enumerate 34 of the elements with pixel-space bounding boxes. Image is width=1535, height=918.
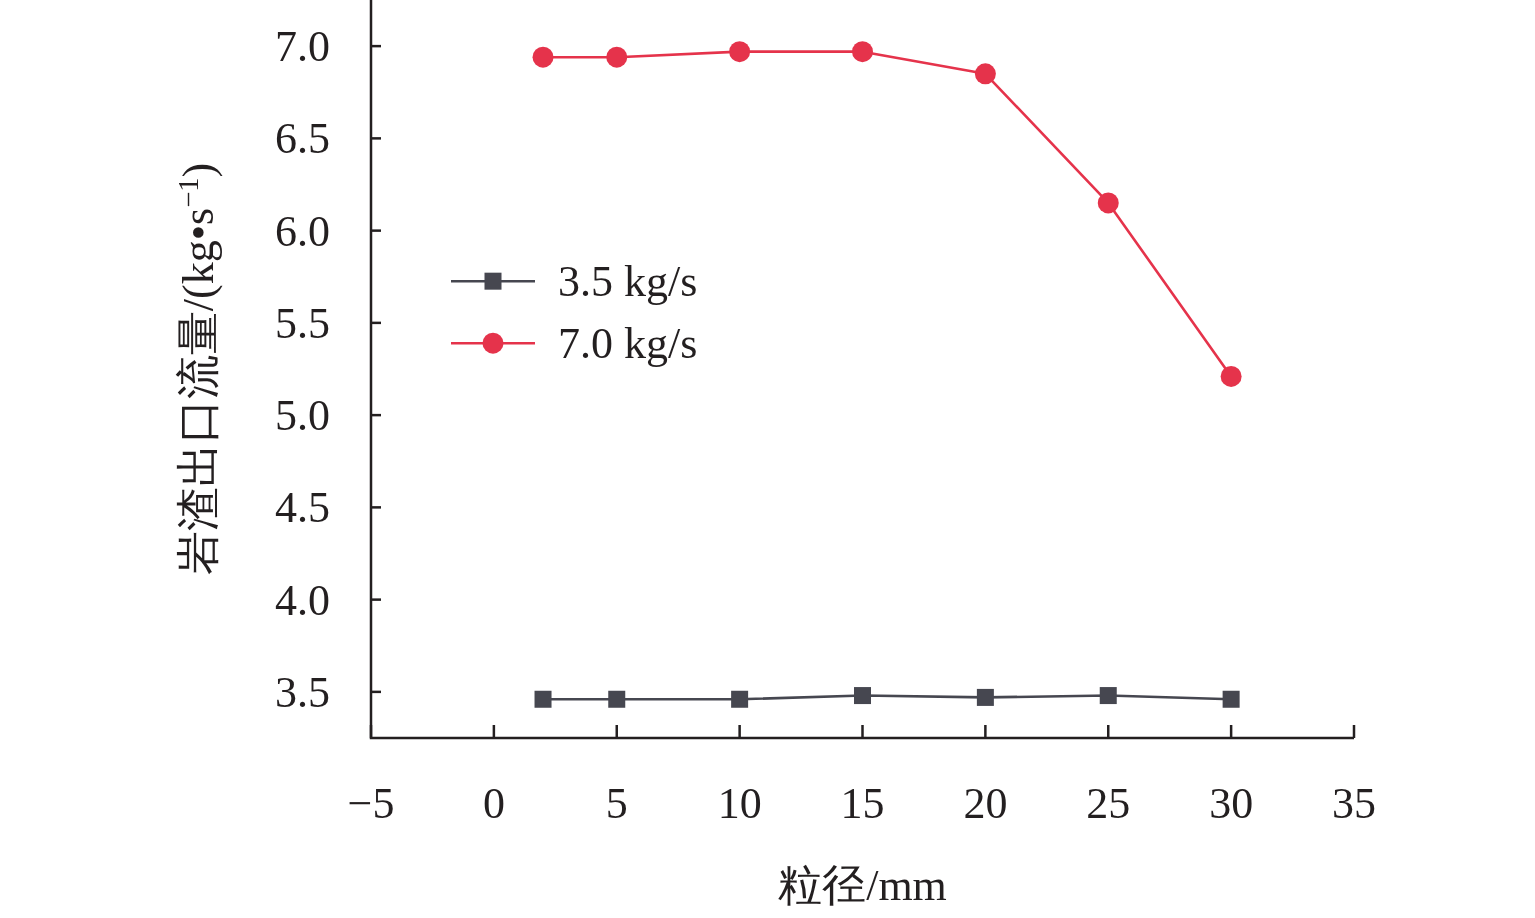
x-tick-label: 35 — [1332, 779, 1376, 828]
point — [852, 41, 873, 63]
point — [1222, 690, 1240, 708]
y-tick-label: 5.5 — [275, 298, 330, 348]
y-tick-label: 5.0 — [275, 391, 330, 441]
x-tick-label: 0 — [482, 779, 505, 828]
y-tick-label: 6.5 — [275, 114, 330, 164]
point — [534, 690, 552, 708]
point — [854, 687, 871, 705]
point — [976, 688, 994, 706]
x-tick-label: 30 — [1209, 779, 1254, 828]
point — [608, 690, 626, 708]
y-tick-label: 6.0 — [275, 206, 330, 256]
legend-label: 3.5 kg/s — [558, 257, 698, 307]
point — [532, 46, 554, 68]
y-tick-label: 3.5 — [275, 667, 330, 717]
x-tick-label: 15 — [840, 779, 885, 828]
y-tick-label: 4.5 — [275, 483, 330, 533]
point — [1097, 192, 1119, 214]
point — [1099, 687, 1117, 705]
legend-label: 7.0 kg/s — [558, 319, 698, 369]
x-tick-label: 25 — [1086, 779, 1131, 828]
x-tick-label: 10 — [717, 779, 762, 828]
x-tick-label: 20 — [963, 779, 1008, 828]
point — [731, 690, 749, 708]
point — [1220, 365, 1242, 387]
point — [729, 41, 751, 63]
point — [974, 63, 996, 85]
y-tick-label: 4.0 — [275, 575, 330, 625]
x-tick-label: 5 — [605, 779, 628, 828]
y-tick-label: 7.0 — [275, 22, 330, 72]
x-axis-title: 粒径/mm — [778, 861, 947, 910]
point — [606, 46, 628, 68]
x-tick-label: −5 — [347, 779, 395, 828]
